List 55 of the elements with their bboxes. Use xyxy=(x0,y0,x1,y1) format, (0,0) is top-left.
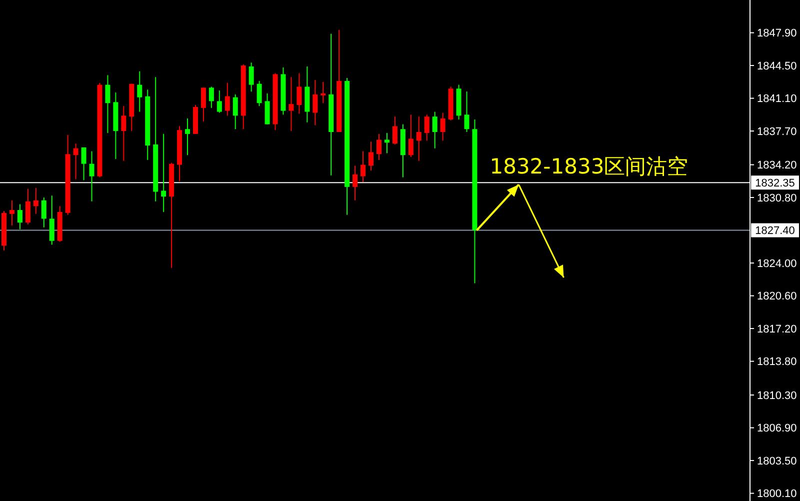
candlestick xyxy=(41,197,46,228)
candlestick xyxy=(360,150,366,183)
y-tick-label: 1800.10 xyxy=(757,488,797,500)
y-tick-label: 1841.10 xyxy=(757,93,797,106)
candlestick xyxy=(384,132,390,154)
candlestick xyxy=(368,141,374,172)
candlestick xyxy=(89,150,94,202)
candlestick xyxy=(248,62,254,92)
candlestick xyxy=(9,200,14,226)
candlestick xyxy=(208,86,214,108)
y-tick-label: 1817.20 xyxy=(757,323,797,336)
y-tick-label: 1824.00 xyxy=(757,258,797,270)
y-tick-label: 1834.20 xyxy=(757,160,797,172)
candlestick xyxy=(73,143,78,180)
candlestick xyxy=(392,116,398,146)
candlestick xyxy=(137,70,142,112)
candlestick xyxy=(216,90,222,114)
candlestick xyxy=(312,79,318,126)
candlestick xyxy=(17,204,22,230)
y-tick-label: 1844.50 xyxy=(757,60,797,72)
candlestick xyxy=(264,92,270,125)
candlestick xyxy=(416,116,422,162)
candlestick xyxy=(464,91,470,132)
candlestick xyxy=(408,114,414,158)
candlestick xyxy=(320,81,326,104)
candlestick xyxy=(185,118,190,156)
y-tick-label: 1810.30 xyxy=(757,390,797,402)
candlestick xyxy=(288,76,294,132)
y-tick-label: 1813.80 xyxy=(757,356,797,368)
candlestick xyxy=(352,165,358,201)
candlestick xyxy=(25,188,30,225)
candlestick xyxy=(424,114,430,142)
candlestick xyxy=(161,133,166,212)
candlestick xyxy=(200,87,206,122)
candlestick xyxy=(224,82,230,116)
candlestick xyxy=(440,112,446,142)
candlestick xyxy=(296,72,302,114)
candlestick xyxy=(49,195,54,246)
y-tick-label: 1806.90 xyxy=(757,422,797,435)
y-tick-label: 1837.70 xyxy=(757,126,797,138)
candlestick xyxy=(105,74,110,134)
candlestick xyxy=(256,80,262,106)
ref-line-label: 1832.35 xyxy=(755,177,795,190)
y-tick-label: 1847.90 xyxy=(757,28,797,40)
candlestick xyxy=(232,94,238,130)
y-tick-label: 1830.80 xyxy=(757,192,797,204)
candlestick xyxy=(432,111,438,149)
candlestick xyxy=(33,187,38,214)
ref-line-label: 1827.40 xyxy=(755,225,795,238)
candlestick xyxy=(121,105,126,162)
y-tick-label: 1820.60 xyxy=(757,290,797,303)
candlestick xyxy=(81,146,86,181)
annotation: 1832-1833区间沽空 xyxy=(490,154,688,179)
y-tick-label: 1803.50 xyxy=(757,455,797,468)
candlestick xyxy=(376,133,382,160)
